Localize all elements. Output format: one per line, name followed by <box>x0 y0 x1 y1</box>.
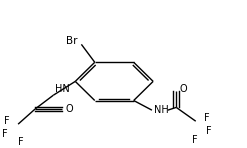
Text: O: O <box>65 104 73 114</box>
Text: F: F <box>2 129 7 139</box>
Text: F: F <box>192 135 197 145</box>
Text: NH: NH <box>154 105 169 115</box>
Text: Br: Br <box>66 36 78 46</box>
Text: F: F <box>204 114 209 123</box>
Text: HN: HN <box>55 84 69 94</box>
Text: F: F <box>18 137 23 147</box>
Text: F: F <box>4 116 10 126</box>
Text: F: F <box>206 126 212 136</box>
Text: O: O <box>179 85 187 94</box>
